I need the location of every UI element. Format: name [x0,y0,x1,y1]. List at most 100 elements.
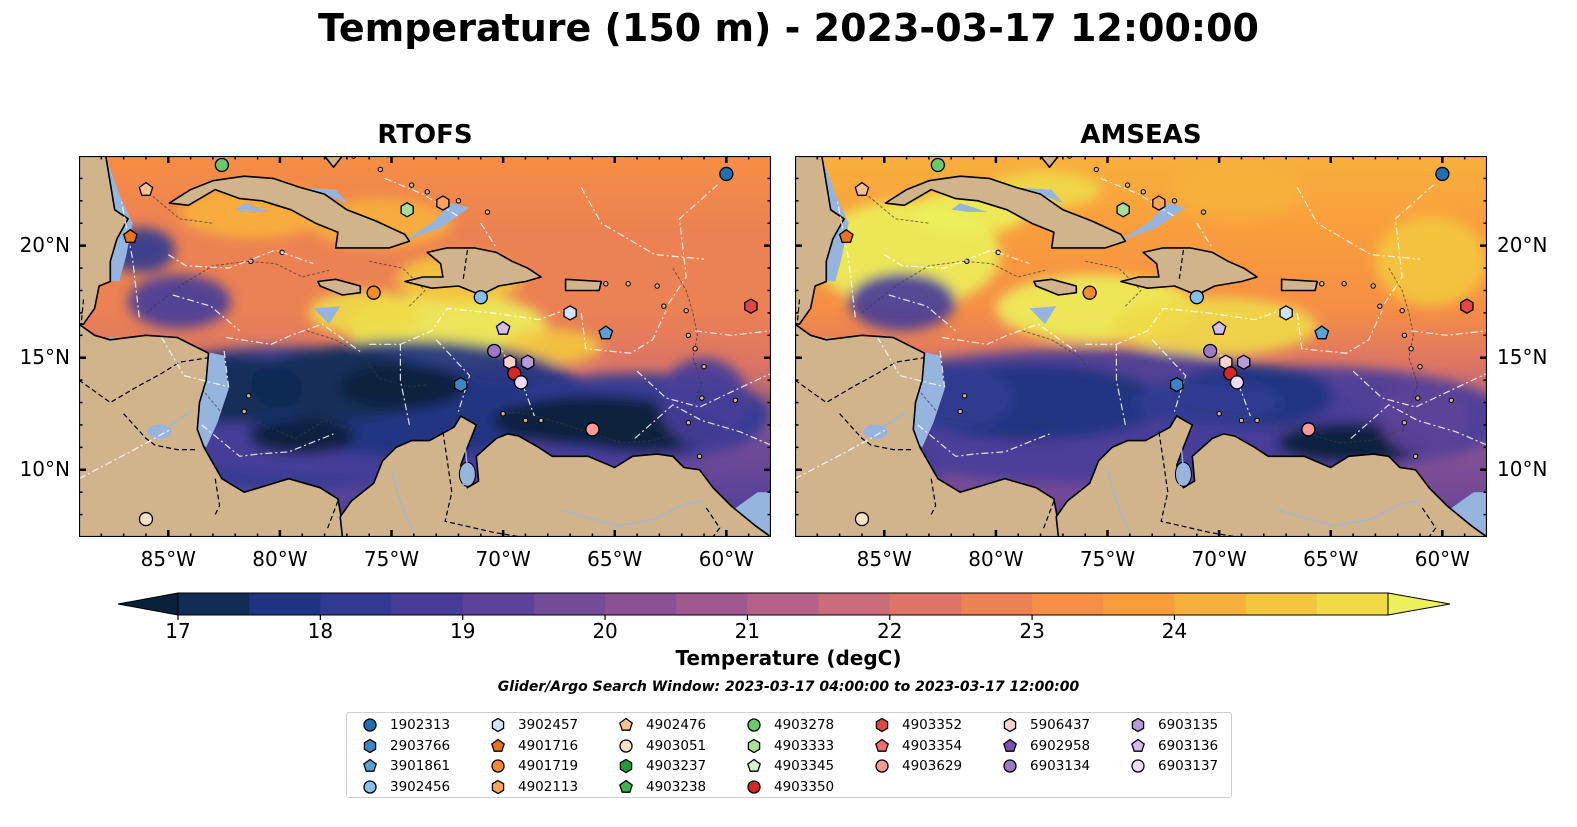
platform-marker-4902113[interactable] [436,195,450,211]
colorbar-tick-label: 18 [308,619,333,642]
circle-marker-icon [875,759,889,773]
platform-marker-6903134[interactable] [487,343,502,359]
pentagon-marker-icon [875,738,889,752]
platform-marker-4902476[interactable] [138,181,154,196]
platform-marker-4901716[interactable] [122,228,138,244]
platform-marker-6903137[interactable] [513,375,529,390]
platform-legend: 1902313 2903766 3901861 3902456 3902457 49017… [346,712,1232,798]
platform-marker-4903278[interactable] [930,157,946,173]
small-island [1200,209,1207,215]
colorbar-segment [676,593,749,615]
lat-tick-label: 20°N [1497,232,1548,257]
pentagon-marker-icon [363,758,377,772]
colorbar-segment [747,593,820,615]
legend-label: 6903137 [1158,758,1219,774]
eez-boundary [1350,404,1487,446]
platform-marker-3902457[interactable] [563,305,577,321]
small-island [1140,189,1146,195]
legend-label: 4901719 [518,758,579,774]
shallow-shelf [235,203,271,212]
platform-marker-3902456[interactable] [1189,290,1204,305]
legend-label: 3901861 [390,758,451,774]
map-frame [79,156,771,537]
lake-nicaragua [147,424,172,439]
platform-marker-4903278[interactable] [214,157,230,173]
country-border [79,357,209,404]
legend-label: 4903629 [902,758,963,774]
small-island [1377,303,1383,309]
platform-marker-6903136[interactable] [495,320,511,335]
platform-marker-3901861[interactable] [1314,325,1330,340]
platform-marker-2903766[interactable] [453,376,468,393]
pentagon-marker-icon [619,779,633,793]
shallow-shelf [295,187,347,204]
circle-marker-icon [363,718,377,732]
colorbar-segment [462,593,535,615]
small-island [484,209,491,215]
platform-marker-6903135[interactable] [520,354,535,370]
eez-boundary [634,404,771,446]
main-title: Temperature (150 m) - 2023-03-17 12:00:0… [317,6,1259,50]
colorbar-extend-min [117,592,179,616]
country-border [705,507,721,537]
lat-tick-label: 20°N [19,232,70,257]
platform-marker-4902476[interactable] [854,181,870,196]
platform-marker-2903766[interactable] [1169,376,1184,393]
legend-label: 4903350 [774,778,835,795]
eez-boundary [1296,310,1383,354]
platform-marker-4903051[interactable] [854,511,870,527]
colorbar-tick-label: 20 [592,619,617,642]
map-panel-rtofs[interactable] [79,156,771,537]
platform-marker-4903333[interactable] [400,202,414,218]
cold-area [248,418,356,455]
platform-marker-6903137[interactable] [1229,375,1245,390]
platform-marker-4903629[interactable] [585,422,600,437]
colorbar-segment [1103,593,1176,615]
cold-area [848,272,956,331]
platform-marker-4903333[interactable] [1116,202,1130,218]
small-island [961,393,968,399]
legend-label: 1902313 [390,717,451,733]
lon-tick-label: 75°W [1079,547,1136,571]
platform-marker-3902457[interactable] [1279,305,1293,321]
pentagon-marker-icon [1131,738,1145,752]
small-island [692,346,698,352]
circle-marker-icon [491,759,505,773]
puerto-rico-land [1280,278,1319,292]
small-island [1319,281,1325,287]
platform-marker-4903352[interactable] [1460,298,1474,314]
lon-tick-label: 75°W [363,547,420,571]
platform-marker-6903136[interactable] [1211,320,1227,335]
colorbar-extend-max [1387,592,1451,616]
platform-marker-3901861[interactable] [598,325,614,340]
eez-boundary [1085,307,1287,345]
platform-marker-6903135[interactable] [1236,354,1251,370]
platform-marker-4901719[interactable] [366,285,381,300]
bathymetry-contour [1178,404,1398,444]
small-island [1417,363,1423,370]
cuba-land [884,175,1127,249]
platform-marker-6903134[interactable] [1203,343,1218,359]
hexagon-marker-icon [1003,717,1017,733]
platform-marker-4903051[interactable] [138,511,154,527]
eez-boundary [369,307,571,345]
platform-marker-4901716[interactable] [838,228,854,244]
platform-marker-1902313[interactable] [719,166,734,182]
hexagon-marker-icon [1131,717,1145,733]
small-island [241,408,247,415]
platform-marker-3902456[interactable] [473,290,488,305]
legend-label: 6903136 [1158,737,1219,754]
mexico-land [795,156,845,325]
platform-marker-4902113[interactable] [1152,195,1166,211]
small-island [522,417,529,424]
platform-marker-4901719[interactable] [1082,285,1097,300]
colorbar-segment [1316,593,1389,615]
map-panel-amseas[interactable] [795,156,1487,537]
shallow-shelf [1029,306,1057,325]
small-island [685,332,692,338]
country-border [80,299,85,325]
platform-marker-1902313[interactable] [1435,166,1450,182]
country-border [1421,507,1437,537]
platform-marker-4903629[interactable] [1301,422,1316,437]
platform-marker-4903352[interactable] [744,298,758,314]
